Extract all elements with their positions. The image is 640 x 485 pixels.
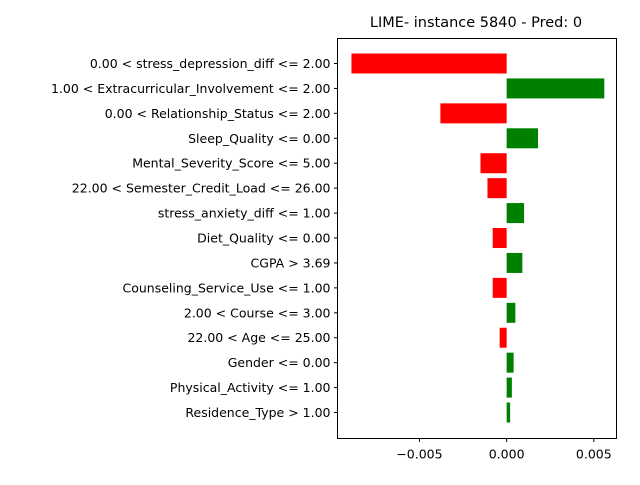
bar [506, 203, 525, 224]
x-tick-label: 0.000 [489, 447, 525, 462]
bar [506, 128, 539, 149]
x-axis-ticks: −0.005 0.000 0.005 [396, 438, 612, 462]
x-tick-label: −0.005 [396, 447, 442, 462]
category-label: Diet_Quality <= 0.00 [197, 231, 330, 246]
bar [506, 352, 514, 373]
category-label: 0.00 < Relationship_Status <= 2.00 [105, 106, 331, 121]
bar [492, 277, 507, 298]
bars-layer [351, 53, 605, 423]
bar [506, 377, 512, 398]
category-labels: 0.00 < stress_depression_diff <= 2.00 1.0… [51, 56, 338, 420]
bar [499, 327, 507, 348]
bar [506, 402, 511, 423]
category-label: Sleep_Quality <= 0.00 [188, 131, 330, 146]
axes-frame [337, 38, 617, 439]
category-label: Mental_Severity_Score <= 5.00 [132, 156, 330, 171]
x-tick-label: 0.005 [576, 447, 612, 462]
bar [506, 302, 516, 323]
category-label: 22.00 < Age <= 25.00 [187, 330, 330, 345]
bar [480, 153, 507, 174]
bar [492, 228, 507, 249]
bar [506, 78, 605, 99]
category-label: 1.00 < Extracurricular_Involvement <= 2.… [51, 81, 331, 96]
bar [506, 252, 523, 273]
category-label: CGPA > 3.69 [251, 255, 331, 270]
category-label: 0.00 < stress_depression_diff <= 2.00 [90, 56, 331, 71]
category-label: 22.00 < Semester_Credit_Load <= 26.00 [72, 181, 331, 196]
category-label: Counseling_Service_Use <= 1.00 [122, 280, 330, 295]
category-label: Gender <= 0.00 [228, 355, 331, 370]
category-label: stress_anxiety_diff <= 1.00 [158, 206, 331, 221]
bar [351, 53, 507, 74]
category-label: Residence_Type > 1.00 [185, 405, 330, 420]
category-label: Physical_Activity <= 1.00 [170, 380, 331, 395]
bar [440, 103, 507, 124]
category-label: 2.00 < Course <= 3.00 [184, 305, 331, 320]
bar [487, 178, 507, 199]
chart-title: LIME- instance 5840 - Pred: 0 [370, 15, 582, 31]
